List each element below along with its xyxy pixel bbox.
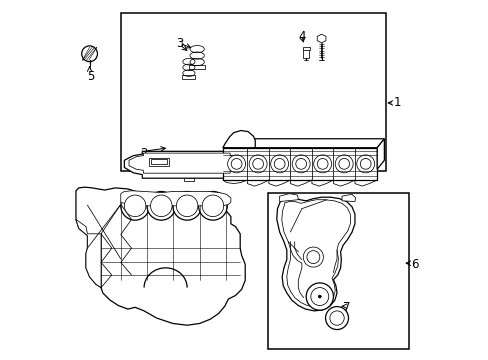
Polygon shape — [223, 131, 255, 148]
Polygon shape — [223, 139, 384, 148]
Bar — [182, 75, 195, 79]
Bar — [149, 158, 169, 166]
Polygon shape — [129, 153, 242, 173]
Polygon shape — [183, 178, 194, 181]
Polygon shape — [76, 220, 101, 288]
Text: 7: 7 — [343, 301, 350, 314]
Circle shape — [176, 195, 198, 217]
Circle shape — [305, 283, 333, 310]
Bar — [267, 193, 408, 348]
Bar — [151, 159, 167, 164]
Bar — [302, 46, 309, 50]
Circle shape — [303, 247, 323, 267]
Polygon shape — [276, 197, 354, 311]
Circle shape — [147, 192, 175, 220]
Bar — [303, 49, 308, 58]
Text: 6: 6 — [410, 258, 418, 271]
Circle shape — [252, 158, 263, 169]
Polygon shape — [341, 194, 355, 202]
Circle shape — [295, 158, 306, 169]
Circle shape — [172, 192, 201, 220]
Polygon shape — [121, 191, 230, 206]
Text: 4: 4 — [298, 30, 305, 43]
Circle shape — [317, 158, 327, 169]
Circle shape — [270, 155, 288, 173]
Circle shape — [360, 158, 370, 169]
Circle shape — [202, 195, 223, 217]
Polygon shape — [76, 187, 244, 325]
Circle shape — [227, 155, 245, 173]
Polygon shape — [223, 148, 376, 180]
Circle shape — [198, 192, 227, 220]
Polygon shape — [279, 194, 298, 202]
Circle shape — [313, 155, 331, 173]
Polygon shape — [317, 34, 325, 43]
Polygon shape — [281, 200, 350, 307]
Circle shape — [274, 158, 285, 169]
Polygon shape — [124, 151, 247, 178]
Circle shape — [292, 155, 309, 173]
Text: 1: 1 — [392, 96, 400, 109]
Text: 2: 2 — [140, 147, 148, 159]
Polygon shape — [376, 139, 384, 169]
Circle shape — [325, 307, 348, 329]
Circle shape — [338, 158, 349, 169]
Circle shape — [249, 155, 266, 173]
Circle shape — [329, 311, 344, 325]
Circle shape — [81, 46, 97, 62]
Circle shape — [335, 155, 352, 173]
Circle shape — [306, 251, 319, 264]
Circle shape — [150, 195, 172, 217]
Circle shape — [124, 195, 145, 217]
Circle shape — [231, 158, 242, 169]
Circle shape — [356, 155, 374, 173]
Circle shape — [318, 295, 321, 298]
Circle shape — [310, 288, 328, 306]
Bar — [121, 13, 386, 171]
Circle shape — [121, 192, 149, 220]
Bar — [189, 64, 204, 69]
Text: 5: 5 — [86, 69, 94, 82]
Text: 3: 3 — [176, 37, 183, 50]
